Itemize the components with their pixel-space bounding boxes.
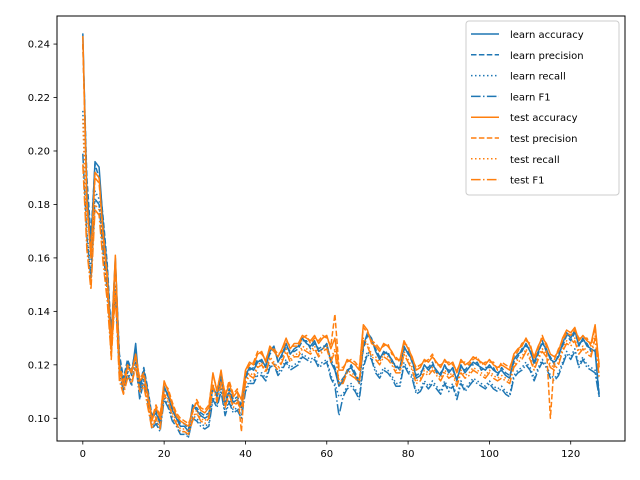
- x-tick-label: 0: [80, 449, 86, 460]
- series-line-learn-precision: [82, 44, 600, 430]
- x-axis: 0 20 40 60 80 100 120: [80, 441, 580, 460]
- x-tick-label: 100: [480, 449, 499, 460]
- series-line-test-f1: [82, 164, 600, 436]
- plot-frame: [56, 15, 626, 442]
- y-tick-label: 0.12: [28, 360, 50, 371]
- x-tick-label: 80: [402, 449, 415, 460]
- y-tick-label: 0.24: [28, 40, 50, 51]
- legend-label: test recall: [510, 155, 560, 166]
- x-tick-label: 40: [239, 449, 252, 460]
- y-tick-label: 0.16: [28, 253, 50, 264]
- legend-label: learn F1: [510, 92, 551, 103]
- series-line-learn-f1: [82, 153, 600, 438]
- y-tick-label: 0.22: [28, 93, 50, 104]
- y-tick-label: 0.20: [28, 146, 50, 157]
- legend-label: test precision: [510, 134, 578, 145]
- legend-label: learn recall: [510, 72, 566, 83]
- series-layer: [82, 33, 600, 438]
- legend-label: test accuracy: [510, 113, 578, 124]
- x-tick-label: 60: [320, 449, 333, 460]
- legend-label: learn precision: [510, 51, 584, 62]
- x-tick-label: 20: [158, 449, 171, 460]
- legend: learn accuracy learn precision learn recal…: [465, 20, 620, 196]
- y-tick-label: 0.18: [28, 200, 50, 211]
- y-tick-label: 0.10: [28, 414, 50, 425]
- y-tick-label: 0.14: [28, 307, 50, 318]
- legend-label: test F1: [510, 176, 545, 187]
- legend-label: learn accuracy: [510, 30, 584, 41]
- x-tick-label: 120: [561, 449, 580, 460]
- legend-box: [465, 20, 620, 196]
- y-axis: 0.10 0.12 0.14 0.16 0.18 0.20 0.22 0.24: [28, 40, 57, 425]
- series-line-test-precision: [82, 44, 600, 433]
